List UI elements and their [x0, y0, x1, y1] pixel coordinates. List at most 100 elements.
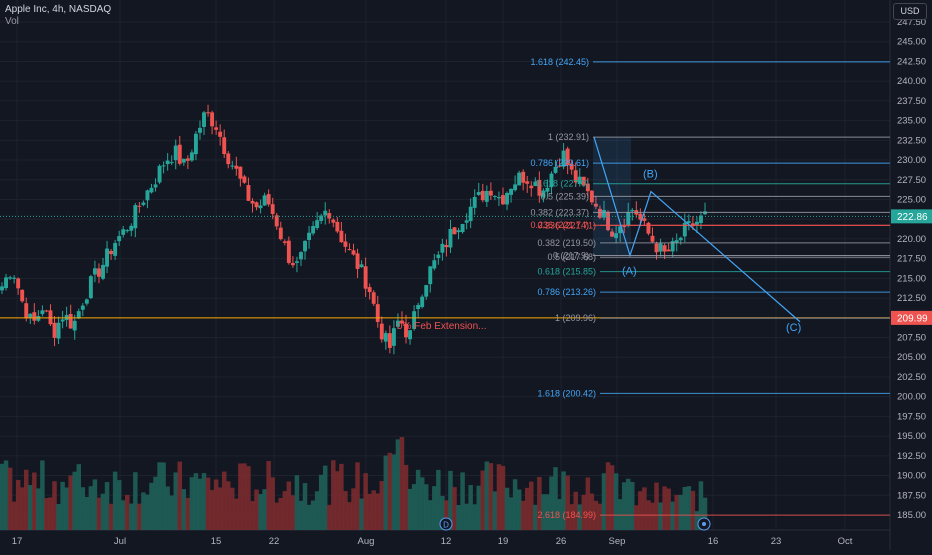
- time-tick-label: 15: [211, 536, 222, 547]
- candle-body: [646, 222, 651, 234]
- candle-body: [521, 171, 526, 183]
- volume-bar: [262, 489, 267, 530]
- volume-bar: [379, 481, 385, 530]
- volume-bar: [254, 489, 259, 530]
- candle-body: [444, 245, 449, 248]
- candle-body: [246, 185, 251, 201]
- fib-extension-label: 0.618 (215.85): [537, 267, 596, 277]
- time-tick-label: Sep: [609, 536, 626, 547]
- candle-body: [557, 165, 562, 167]
- volume-bar: [306, 504, 312, 530]
- candle-body: [581, 176, 586, 186]
- volume-bar: [480, 470, 486, 530]
- candle-body: [412, 311, 417, 329]
- candle-body: [642, 218, 647, 221]
- volume-bar: [565, 475, 570, 530]
- volume-bar: [56, 504, 61, 530]
- price-tick-label: 220.00: [897, 234, 926, 245]
- volume-bar: [605, 462, 611, 530]
- currency-button[interactable]: USD: [893, 3, 927, 20]
- candle-body: [630, 210, 635, 212]
- candle-body: [589, 190, 594, 203]
- time-tick-label: 26: [556, 536, 567, 547]
- candle-body: [674, 240, 679, 243]
- volume-bar: [415, 469, 421, 530]
- candle-body: [24, 303, 29, 319]
- volume-bar: [314, 491, 320, 530]
- volume-bar: [609, 465, 615, 530]
- volume-bar: [282, 491, 288, 530]
- candle-body: [0, 286, 4, 291]
- volume-bar: [642, 487, 647, 530]
- volume-bar: [327, 504, 332, 530]
- volume-bar: [593, 500, 599, 530]
- level-price-badge: [891, 310, 932, 325]
- volume-bar: [112, 471, 118, 530]
- volume-bar: [274, 502, 279, 530]
- volume-bar: [234, 498, 239, 530]
- candle-body: [294, 261, 299, 263]
- volume-bar: [7, 467, 13, 530]
- candle-body: [460, 224, 465, 233]
- candle-body: [60, 319, 65, 322]
- volume-bar: [84, 496, 90, 530]
- fib-level-label: 0.786 (229.61): [530, 158, 589, 168]
- candle-body: [509, 188, 514, 195]
- candle-body: [533, 181, 538, 186]
- volume-bar: [698, 481, 704, 530]
- volume-bar: [407, 488, 413, 530]
- fib-extension-label: 0.5 (217.68): [547, 252, 596, 262]
- volume-bar: [674, 494, 679, 530]
- candle-body: [141, 202, 146, 205]
- volume-bar: [3, 460, 9, 530]
- candle-body: [614, 233, 619, 239]
- fib-level-label: 0.382 (223.37): [530, 207, 589, 217]
- price-tick-label: 200.00: [897, 392, 926, 403]
- volume-bar: [209, 489, 215, 530]
- volume-bar: [569, 504, 574, 530]
- candle-body: [585, 183, 590, 192]
- volume-bar: [658, 502, 663, 530]
- candle-body: [121, 229, 126, 235]
- candle-body: [145, 190, 150, 201]
- price-tick-label: 217.50: [897, 254, 926, 265]
- time-tick-label: 16: [708, 536, 719, 547]
- volume-bar: [177, 461, 183, 530]
- volume-bar: [339, 463, 344, 530]
- time-tick-label: Oct: [838, 536, 853, 547]
- candle-body: [391, 328, 396, 346]
- volume-bar: [621, 482, 627, 530]
- candle-body: [573, 170, 578, 183]
- candle-body: [226, 153, 231, 165]
- volume-bar: [597, 503, 603, 530]
- symbol-header: Apple Inc, 4h, NASDAQ Vol: [5, 4, 111, 28]
- candle-body: [496, 197, 501, 199]
- volume-bar: [331, 460, 336, 530]
- candle-body: [440, 243, 445, 253]
- volume-bar: [149, 482, 154, 530]
- price-tick-label: 195.00: [897, 431, 926, 442]
- volume-bar: [157, 462, 162, 530]
- candle-body: [529, 185, 534, 189]
- fib-extension-label: 1 (209.96): [555, 313, 596, 323]
- volume-bar: [690, 490, 696, 530]
- volume-bar: [335, 471, 340, 530]
- volume-bar: [68, 475, 73, 530]
- candle-body: [654, 243, 659, 253]
- volume-bar: [363, 473, 368, 530]
- volume-bar: [205, 477, 211, 530]
- candle-body: [40, 310, 45, 315]
- volume-bar: [625, 478, 631, 530]
- volume-bar: [577, 504, 583, 530]
- candle-body: [553, 166, 558, 173]
- candle-body: [72, 320, 77, 331]
- fib-level-label: 0 (217.9): [553, 250, 589, 260]
- candle-body: [149, 187, 154, 193]
- fib-extension-label: 0.786 (213.26): [537, 287, 596, 297]
- candle-body: [650, 235, 655, 242]
- candle-body: [44, 310, 49, 312]
- candle-body: [513, 184, 518, 191]
- volume-bar: [278, 497, 284, 530]
